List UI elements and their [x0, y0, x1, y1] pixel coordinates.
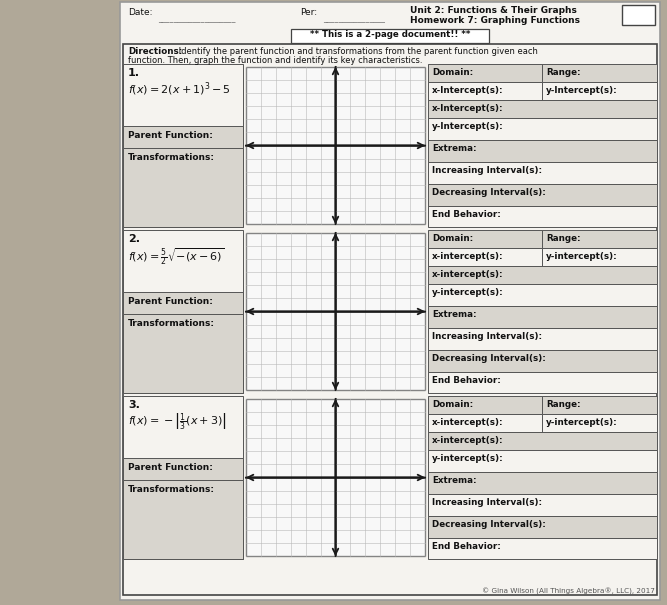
Text: 2.: 2. [128, 234, 140, 244]
Bar [542, 414, 657, 432]
Bar [123, 480, 243, 559]
Text: Increasing Interval(s):: Increasing Interval(s): [432, 498, 542, 507]
Bar [542, 248, 657, 266]
Text: Directions:: Directions: [128, 47, 182, 56]
Text: © Gina Wilson (All Things Algebra®, LLC), 2017: © Gina Wilson (All Things Algebra®, LLC)… [482, 588, 655, 595]
Text: Per:: Per: [300, 8, 317, 17]
Text: 3.: 3. [128, 400, 140, 410]
Bar [428, 248, 542, 266]
Text: Decreasing Interval(s):: Decreasing Interval(s): [432, 520, 546, 529]
Text: y-intercept(s):: y-intercept(s): [546, 418, 618, 427]
Text: Range:: Range: [546, 234, 581, 243]
Text: 1.: 1. [128, 68, 140, 78]
Text: x-intercept(s):: x-intercept(s): [432, 270, 504, 279]
Text: y-intercept(s):: y-intercept(s): [432, 288, 504, 297]
Text: Decreasing Interval(s):: Decreasing Interval(s): [432, 188, 546, 197]
Bar [123, 230, 243, 393]
Bar [428, 396, 542, 414]
Text: Extrema:: Extrema: [432, 476, 477, 485]
Text: Parent Function:: Parent Function: [128, 297, 213, 306]
Bar [542, 230, 657, 248]
Bar [428, 494, 657, 516]
Text: y-Intercept(s):: y-Intercept(s): [432, 122, 504, 131]
Text: x-intercept(s):: x-intercept(s): [432, 418, 504, 427]
Text: x-Intercept(s):: x-Intercept(s): [432, 86, 504, 95]
Bar [428, 350, 657, 372]
Text: y-intercept(s):: y-intercept(s): [546, 252, 618, 261]
Bar [123, 314, 243, 393]
Bar [428, 472, 657, 494]
Bar [123, 396, 243, 559]
Text: Range:: Range: [546, 400, 581, 409]
Text: function. Then, graph the function and identify its key characteristics.: function. Then, graph the function and i… [128, 56, 422, 65]
Text: Unit 2: Functions & Their Graphs: Unit 2: Functions & Their Graphs [410, 6, 577, 15]
Bar [542, 64, 657, 82]
Bar [428, 284, 657, 306]
Bar [542, 82, 657, 100]
Bar [428, 266, 657, 284]
Bar [428, 306, 657, 328]
Bar [428, 184, 657, 206]
Bar [123, 458, 243, 480]
Text: End Behavior:: End Behavior: [432, 542, 501, 551]
Text: $f(x) = \frac{5}{2}\sqrt{-(x-6)}$: $f(x) = \frac{5}{2}\sqrt{-(x-6)}$ [128, 246, 224, 267]
Text: y-intercept(s):: y-intercept(s): [432, 454, 504, 463]
Text: ** This is a 2-page document!! **: ** This is a 2-page document!! ** [309, 30, 470, 39]
Text: $f(x) = -\left|\frac{1}{3}(x+3)\right|$: $f(x) = -\left|\frac{1}{3}(x+3)\right|$ [128, 412, 227, 432]
Bar [123, 148, 243, 227]
Bar [246, 399, 425, 556]
Bar [428, 372, 657, 393]
Text: Transformations:: Transformations: [128, 319, 215, 328]
Text: End Behavior:: End Behavior: [432, 210, 501, 219]
Text: Transformations:: Transformations: [128, 153, 215, 162]
Bar [246, 233, 425, 390]
Text: Domain:: Domain: [432, 68, 474, 77]
Bar [428, 140, 657, 162]
Text: $f(x) = 2(x+1)^3 - 5$: $f(x) = 2(x+1)^3 - 5$ [128, 80, 231, 97]
Text: Domain:: Domain: [432, 400, 474, 409]
Bar [428, 162, 657, 184]
Bar [622, 5, 655, 25]
Bar [428, 100, 657, 118]
Text: Identify the parent function and transformations from the parent function given : Identify the parent function and transfo… [176, 47, 538, 56]
Bar [428, 64, 542, 82]
Text: ________________: ________________ [323, 14, 385, 23]
Text: Range:: Range: [546, 68, 581, 77]
Text: x-Intercept(s):: x-Intercept(s): [432, 104, 504, 113]
Text: Parent Function:: Parent Function: [128, 131, 213, 140]
Text: x-intercept(s):: x-intercept(s): [432, 252, 504, 261]
Text: Decreasing Interval(s):: Decreasing Interval(s): [432, 354, 546, 363]
Text: Transformations:: Transformations: [128, 485, 215, 494]
Bar [123, 292, 243, 314]
Text: Extrema:: Extrema: [432, 310, 477, 319]
Bar [428, 414, 542, 432]
Bar [291, 29, 489, 43]
Text: y-Intercept(s):: y-Intercept(s): [546, 86, 618, 95]
Text: End Behavior:: End Behavior: [432, 376, 501, 385]
Bar [428, 230, 542, 248]
Bar [123, 126, 243, 148]
Text: Parent Function:: Parent Function: [128, 463, 213, 472]
Bar [428, 450, 657, 472]
Bar [428, 328, 657, 350]
Bar [428, 538, 657, 559]
Text: Homework 7: Graphing Functions: Homework 7: Graphing Functions [410, 16, 580, 25]
Bar [428, 82, 542, 100]
Bar [428, 432, 657, 450]
Bar [542, 396, 657, 414]
Text: Date:: Date: [128, 8, 153, 17]
Bar [428, 206, 657, 227]
Bar [246, 67, 425, 224]
Text: x-intercept(s):: x-intercept(s): [432, 436, 504, 445]
Text: Increasing Interval(s):: Increasing Interval(s): [432, 166, 542, 175]
Bar [120, 2, 660, 600]
Text: Domain:: Domain: [432, 234, 474, 243]
Text: Increasing Interval(s):: Increasing Interval(s): [432, 332, 542, 341]
Bar [428, 118, 657, 140]
Text: ____________________: ____________________ [158, 14, 235, 23]
Bar [123, 64, 243, 227]
Bar [428, 516, 657, 538]
Bar [123, 44, 657, 595]
Text: Extrema:: Extrema: [432, 144, 477, 153]
